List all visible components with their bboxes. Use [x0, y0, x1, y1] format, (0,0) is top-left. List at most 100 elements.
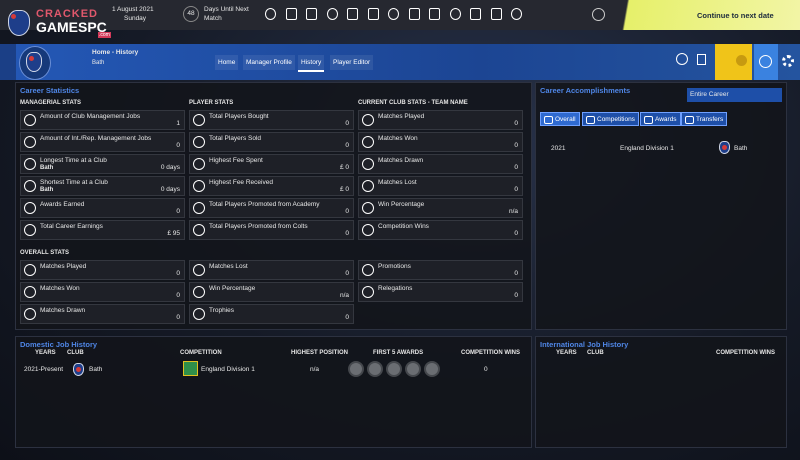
stat-icon [193, 158, 205, 170]
stat-icon [24, 114, 36, 126]
stat-icon [362, 114, 374, 126]
club-crest [26, 52, 42, 72]
stat-sub: Bath [40, 187, 54, 193]
stat-value: 0 [345, 208, 349, 215]
stat-label: Total Career Earnings [40, 223, 103, 230]
stat-label: Shortest Time at a Club [40, 179, 108, 186]
filter-button[interactable]: Awards [640, 112, 681, 126]
nav-icon[interactable] [306, 8, 317, 20]
stat-value: 0 [176, 292, 180, 299]
help-icon [759, 55, 772, 68]
stat-value: 0 [345, 314, 349, 321]
stat-label: Longest Time at a Club [40, 157, 107, 164]
club-crest [719, 141, 730, 154]
days-label: Match [204, 15, 222, 22]
stat-row: Matches Lost 0 [189, 260, 354, 280]
calendar-icon[interactable] [697, 54, 706, 65]
nav-icon[interactable] [285, 8, 297, 20]
continue-area[interactable] [612, 0, 800, 30]
accomplishment-competition: England Division 1 [620, 145, 674, 152]
nav-icon[interactable] [470, 8, 481, 20]
side-toggle[interactable] [0, 44, 16, 80]
days-label: Days Until Next [204, 6, 249, 13]
stat-value: 0 [514, 164, 518, 171]
stat-value: 0 [514, 120, 518, 127]
table-header: YEARS [35, 350, 56, 356]
competition-logo [183, 361, 198, 376]
stat-icon [362, 136, 374, 148]
stat-label: Matches Played [378, 113, 425, 120]
stat-value: 1 [176, 120, 180, 127]
stat-row: Win Percentage n/a [358, 198, 523, 218]
stat-icon [193, 202, 205, 214]
nav-icon[interactable] [449, 8, 461, 20]
stat-icon [24, 308, 36, 320]
stat-row: Total Players Promoted from Colts 0 [189, 220, 354, 240]
nav-icon[interactable] [367, 8, 379, 20]
nav-icon[interactable] [265, 8, 276, 20]
stat-icon [193, 180, 205, 192]
stat-row: Amount of Int./Rep. Management Jobs 0 [20, 132, 185, 152]
stat-value: 0 days [160, 164, 180, 171]
stat-row: Matches Drawn 0 [20, 304, 185, 324]
filter-button[interactable]: Competitions [582, 112, 639, 126]
stat-icon [193, 136, 205, 148]
column-heading: PLAYER STATS [189, 100, 234, 106]
stat-row: Longest Time at a Club Bath 0 days [20, 154, 185, 174]
stat-row: Highest Fee Received £ 0 [189, 176, 354, 196]
stat-icon [24, 224, 36, 236]
stat-value: £ 0 [339, 186, 349, 193]
stat-value: 0 [514, 230, 518, 237]
award-slot [405, 361, 421, 377]
tab[interactable]: History [298, 55, 325, 72]
settings-icon[interactable] [782, 55, 794, 67]
stat-label: Awards Earned [40, 201, 85, 208]
stat-row: Matches Played 0 [20, 260, 185, 280]
stat-row: Matches Played 0 [358, 110, 523, 130]
filter-button[interactable]: Overall [540, 112, 580, 126]
panel-title: Career Accomplishments [540, 86, 631, 95]
nav-icon[interactable] [490, 8, 502, 20]
stat-value: 0 [345, 120, 349, 127]
stat-label: Matches Played [40, 263, 87, 270]
nav-icon[interactable] [326, 8, 338, 20]
world-icon[interactable] [676, 53, 688, 65]
nav-icon[interactable] [408, 8, 420, 20]
international-history-panel [535, 336, 787, 448]
stat-value: 0 [514, 270, 518, 277]
club-name: Bath [92, 60, 105, 66]
stat-icon [193, 308, 205, 320]
nav-icon[interactable] [429, 8, 440, 20]
award-slot [424, 361, 440, 377]
career-filter-dropdown[interactable]: Entire Career [687, 88, 782, 102]
stat-label: Win Percentage [209, 285, 256, 292]
table-header: HIGHEST POSITION [291, 350, 349, 356]
stat-label: Total Players Bought [209, 113, 269, 120]
stat-row: Total Players Promoted from Academy 0 [189, 198, 354, 218]
stat-icon [362, 264, 374, 276]
continue-button[interactable]: Continue to next date [697, 11, 774, 20]
stat-label: Matches Won [378, 135, 418, 142]
nav-icon[interactable] [388, 8, 399, 20]
stat-row: Trophies 0 [189, 304, 354, 324]
award-slot [348, 361, 364, 377]
stat-label: Amount of Club Management Jobs [40, 113, 141, 120]
date: 1 August 2021 [112, 6, 154, 13]
tab[interactable]: Manager Profile [243, 55, 295, 70]
panel-title: Career Statistics [20, 86, 80, 95]
filter-button[interactable]: Transfers [681, 112, 728, 126]
stat-icon [24, 264, 36, 276]
nav-icon[interactable] [511, 8, 522, 20]
award-slot [367, 361, 383, 377]
table-header: FIRST 5 AWARDS [373, 350, 424, 356]
nav-icon[interactable] [347, 8, 358, 20]
help-icon[interactable] [592, 8, 605, 21]
award-slot [386, 361, 402, 377]
stat-row: Matches Lost 0 [358, 176, 523, 196]
stat-icon [24, 286, 36, 298]
tab[interactable]: Player Editor [330, 55, 374, 70]
days-count: 48 [183, 6, 199, 22]
tab[interactable]: Home [215, 55, 239, 70]
watermark: CRACKED [36, 8, 98, 20]
stat-row: Promotions 0 [358, 260, 523, 280]
